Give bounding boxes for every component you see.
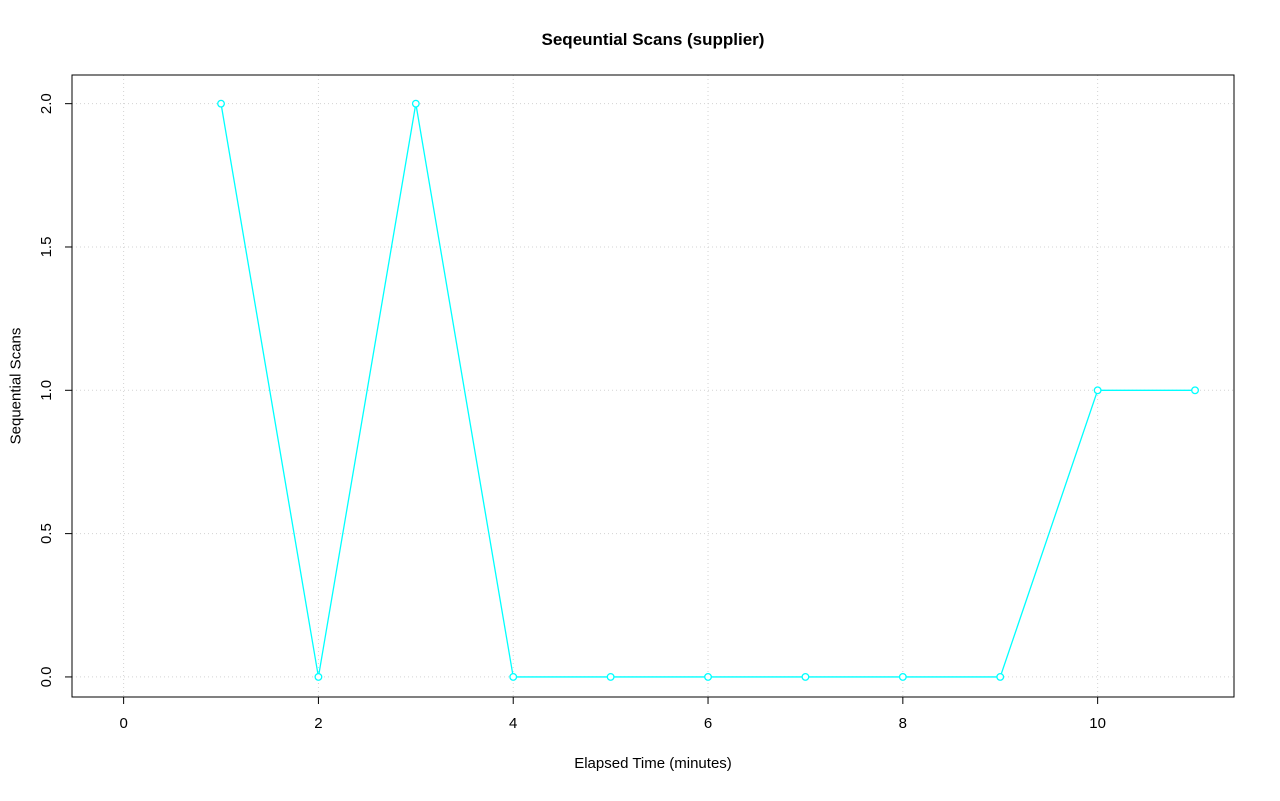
y-tick-label: 0.5 <box>38 523 55 544</box>
y-tick-label: 0.0 <box>38 667 55 688</box>
y-axis-label: Sequential Scans <box>7 327 25 445</box>
x-tick-label: 10 <box>1089 715 1106 732</box>
data-point <box>801 672 810 681</box>
x-tick-label: 2 <box>314 715 322 732</box>
chart-title: Seqeuntial Scans (supplier) <box>541 30 765 49</box>
data-point <box>996 672 1005 681</box>
data-point <box>1191 386 1199 395</box>
data-point <box>217 99 225 108</box>
x-tick-label: 6 <box>704 715 712 732</box>
data-point <box>704 672 712 681</box>
x-axis-label: Elapsed Time (minutes) <box>574 755 732 772</box>
data-point <box>898 672 907 681</box>
data-point <box>1093 386 1102 395</box>
data-point <box>606 672 615 681</box>
y-tick-label: 2.0 <box>38 93 55 114</box>
data-point <box>314 672 323 681</box>
x-tick-label: 4 <box>509 715 517 732</box>
x-tick-label: 8 <box>899 715 907 732</box>
data-point <box>411 99 420 108</box>
y-tick-label: 1.5 <box>38 237 55 258</box>
plot-box <box>71 74 1235 698</box>
x-tick-label: 0 <box>119 715 127 732</box>
data-point <box>509 672 518 681</box>
y-tick-label: 1.0 <box>38 380 55 401</box>
